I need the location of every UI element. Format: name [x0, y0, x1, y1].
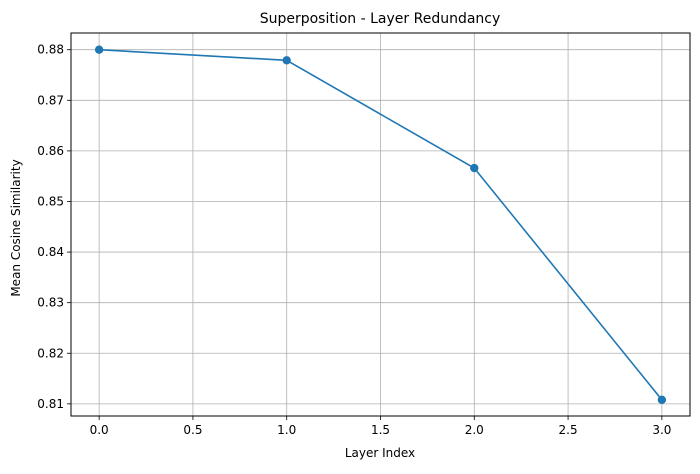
x-tick-label: 2.0 — [465, 423, 484, 437]
x-tick-label: 2.5 — [559, 423, 578, 437]
data-point — [657, 395, 667, 405]
x-tick-label: 3.0 — [652, 423, 671, 437]
chart-title: Superposition - Layer Redundancy — [260, 11, 501, 27]
y-tick-label: 0.85 — [37, 194, 64, 208]
data-point — [470, 163, 479, 173]
axis-ticks: 0.0 0.5 1.0 1.5 2.0 2.5 3.0 0.81 0.82 0.83 0.84 0.8… — [37, 43, 671, 437]
y-tick-label: 0.83 — [37, 296, 64, 310]
y-tick-label: 0.84 — [37, 245, 64, 259]
y-tick-label: 0.86 — [37, 144, 64, 158]
data-point — [94, 45, 104, 54]
x-axis-label: Layer Index — [345, 446, 415, 460]
y-tick-label: 0.81 — [37, 397, 64, 411]
x-tick-label: 0.0 — [90, 423, 109, 437]
y-axis-label: Mean Cosine Similarity — [9, 159, 23, 296]
y-tick-label: 0.87 — [37, 93, 64, 107]
x-tick-label: 1.0 — [277, 423, 296, 437]
y-tick-label: 0.88 — [37, 43, 64, 57]
x-tick-label: 0.5 — [183, 423, 202, 437]
x-tick-label: 1.5 — [371, 423, 390, 437]
grid — [71, 33, 690, 416]
series-line — [99, 48, 663, 401]
data-point — [282, 56, 291, 65]
y-tick-label: 0.82 — [37, 346, 64, 360]
series-layer — [94, 45, 667, 405]
